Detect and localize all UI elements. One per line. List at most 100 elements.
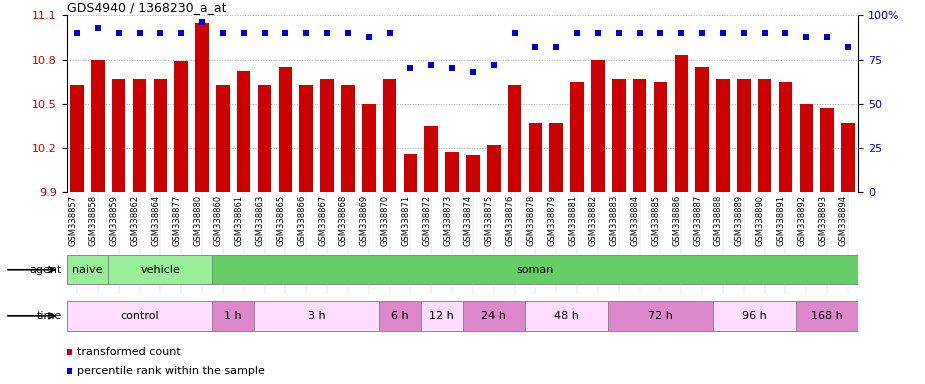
- Text: time: time: [37, 311, 62, 321]
- Bar: [154, 79, 167, 192]
- Bar: [696, 67, 709, 192]
- Point: [132, 30, 147, 36]
- Text: GSM338892: GSM338892: [797, 195, 807, 246]
- Bar: [91, 60, 105, 192]
- Point: [236, 30, 251, 36]
- Point: [312, 241, 327, 247]
- Point: [570, 30, 585, 36]
- Text: GSM338875: GSM338875: [485, 195, 494, 246]
- Bar: [799, 104, 813, 192]
- Text: vehicle: vehicle: [141, 265, 180, 275]
- Point: [611, 30, 626, 36]
- Point: [590, 30, 605, 36]
- Text: 72 h: 72 h: [648, 311, 672, 321]
- Bar: [591, 60, 605, 192]
- Text: soman: soman: [517, 265, 554, 275]
- Bar: [609, 301, 712, 331]
- Text: 96 h: 96 h: [742, 311, 767, 321]
- Bar: [633, 79, 647, 192]
- Point: [278, 30, 293, 36]
- Text: percentile rank within the sample: percentile rank within the sample: [77, 366, 265, 376]
- Point: [362, 33, 376, 40]
- Bar: [654, 81, 667, 192]
- Point: [758, 30, 772, 36]
- Text: 1 h: 1 h: [225, 311, 242, 321]
- Text: GSM338857: GSM338857: [68, 195, 77, 246]
- Point: [312, 65, 327, 71]
- Text: GSM338894: GSM338894: [839, 195, 848, 246]
- Text: 24 h: 24 h: [481, 311, 506, 321]
- Point: [799, 33, 814, 40]
- Point: [69, 30, 84, 36]
- Text: GSM338887: GSM338887: [693, 195, 702, 246]
- Bar: [674, 55, 688, 192]
- Text: GSM338864: GSM338864: [152, 195, 160, 246]
- Point: [194, 19, 209, 25]
- Text: GSM338879: GSM338879: [548, 195, 556, 246]
- Point: [778, 30, 793, 36]
- Bar: [278, 67, 292, 192]
- Text: GDS4940 / 1368230_a_at: GDS4940 / 1368230_a_at: [67, 1, 226, 14]
- Point: [716, 30, 731, 36]
- Text: GSM338870: GSM338870: [380, 195, 389, 246]
- Point: [549, 44, 563, 50]
- Point: [382, 30, 397, 36]
- Text: naive: naive: [72, 265, 103, 275]
- Point: [465, 69, 480, 75]
- Text: GSM338872: GSM338872: [422, 195, 431, 246]
- Bar: [213, 301, 254, 331]
- Text: GSM338885: GSM338885: [651, 195, 660, 246]
- Point: [153, 30, 167, 36]
- Bar: [383, 79, 396, 192]
- Point: [340, 30, 355, 36]
- Bar: [425, 126, 438, 192]
- Text: 48 h: 48 h: [554, 311, 579, 321]
- Bar: [379, 301, 421, 331]
- Bar: [300, 84, 313, 192]
- Bar: [796, 301, 858, 331]
- Text: transformed count: transformed count: [77, 347, 180, 357]
- Bar: [508, 84, 522, 192]
- Point: [174, 30, 189, 36]
- Bar: [841, 123, 855, 192]
- Bar: [341, 84, 354, 192]
- Bar: [779, 81, 792, 192]
- Text: GSM338868: GSM338868: [339, 195, 348, 246]
- Text: GSM338880: GSM338880: [193, 195, 202, 246]
- Point: [111, 30, 126, 36]
- Bar: [525, 301, 609, 331]
- Text: GSM338859: GSM338859: [110, 195, 118, 246]
- Point: [320, 30, 335, 36]
- Bar: [820, 108, 834, 192]
- Bar: [67, 255, 108, 285]
- Point: [528, 44, 543, 50]
- Point: [299, 30, 314, 36]
- Point: [632, 30, 647, 36]
- Text: GSM338891: GSM338891: [776, 195, 785, 246]
- Bar: [254, 301, 379, 331]
- Bar: [258, 84, 271, 192]
- Text: GSM338890: GSM338890: [756, 195, 765, 246]
- Bar: [549, 123, 563, 192]
- Text: GSM338858: GSM338858: [89, 195, 98, 246]
- Bar: [421, 301, 462, 331]
- Point: [653, 30, 668, 36]
- Point: [216, 30, 230, 36]
- Point: [736, 30, 751, 36]
- Bar: [758, 79, 771, 192]
- Bar: [70, 84, 84, 192]
- Point: [841, 44, 856, 50]
- Bar: [67, 301, 213, 331]
- Point: [424, 62, 438, 68]
- Point: [507, 30, 522, 36]
- Bar: [466, 155, 480, 192]
- Bar: [712, 301, 796, 331]
- Text: GSM338877: GSM338877: [172, 195, 181, 246]
- Text: GSM338874: GSM338874: [464, 195, 473, 246]
- Bar: [487, 145, 500, 192]
- Text: GSM338867: GSM338867: [318, 195, 327, 246]
- Point: [91, 25, 105, 31]
- Bar: [195, 23, 209, 192]
- Bar: [175, 61, 188, 192]
- Bar: [529, 123, 542, 192]
